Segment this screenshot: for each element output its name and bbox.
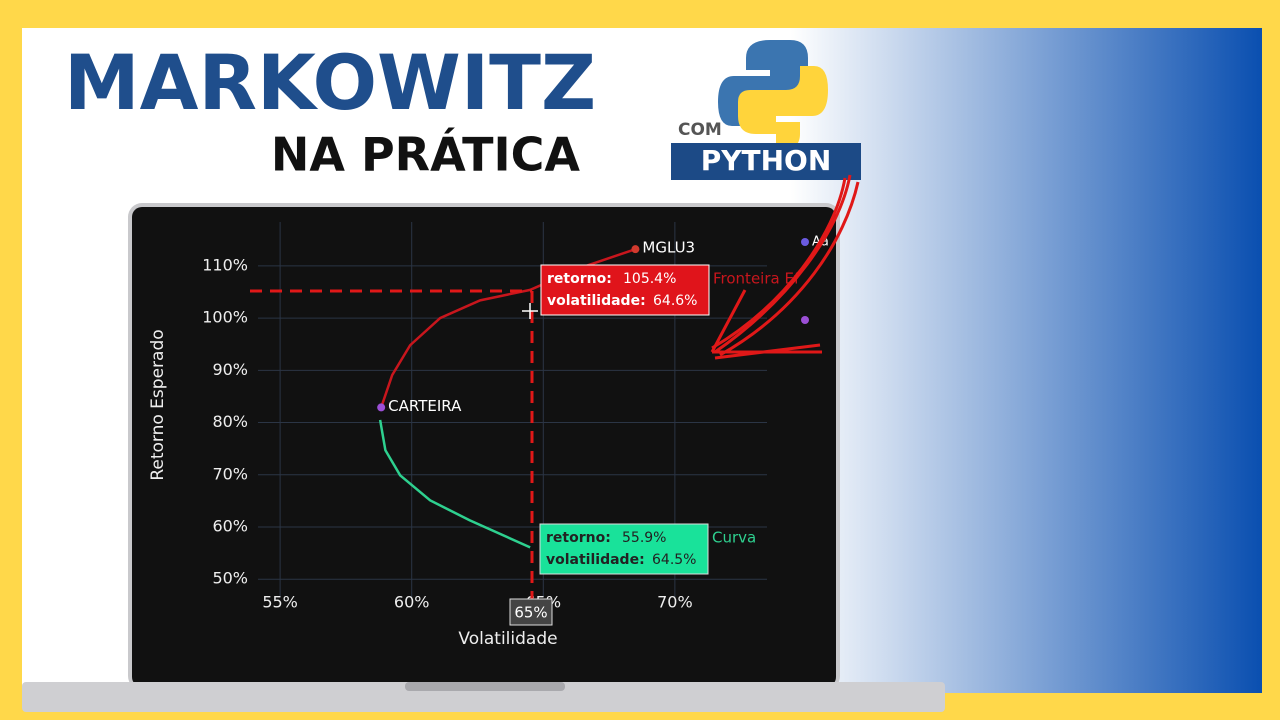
hover-key: retorno: [547,271,612,287]
point [377,403,386,412]
point-label: MGLU3 [642,239,695,257]
laptop-notch [405,682,565,691]
laptop-screen [142,218,828,666]
hover-x-box [509,598,553,626]
series-label: Fronteira Ef [713,270,800,288]
point-label: CARTEIRA [388,397,462,415]
series-line [378,419,531,549]
chart: 50% 60% 70% 80% 90% 100% 110% 55% 60% 65% 70% Volat… [148,222,829,649]
hover-value: 64.6% [653,293,697,309]
y-tick-label: 50% [212,569,248,588]
x-tick-label: 55% [262,593,298,612]
python-logo [718,40,828,152]
y-tick-label: 80% [212,412,248,431]
x-axis-title: Volatilidade [458,629,557,649]
x-tick-label: 70% [657,593,693,612]
arrow-stroke [719,181,860,357]
legend-marker [801,316,809,324]
point [631,245,640,254]
with-label: COM [678,120,722,140]
series-label: Curva [712,529,756,547]
y-tick-label: 60% [212,517,248,536]
hover-x-label: 65% [514,604,547,622]
logo-yellow [738,66,828,152]
hover-value: 105.4% [623,271,676,287]
hover-value: 64.5% [652,552,696,568]
legend-marker [801,238,809,246]
arrow-stroke [714,174,852,354]
y-tick-label: 70% [212,464,248,483]
hover-key: volatilidade: [547,293,646,309]
arrow-stroke [711,177,847,350]
y-tick-label: 100% [202,308,248,327]
python-badge [671,143,861,180]
hover-box [540,264,710,316]
cursor [522,303,538,319]
red-arrow [710,174,860,360]
y-axis-title: Retorno Esperado [148,329,168,480]
y-tick-label: 90% [212,360,248,379]
hover-key: retorno: [546,530,611,546]
laptop-base [22,682,945,712]
y-tick-label: 110% [202,255,248,274]
title: MARKOWITZ [64,38,596,127]
hover-box [539,523,709,575]
arrow-head [710,289,822,360]
python-label: PYTHON [701,144,832,177]
subtitle: NA PRÁTICA [271,128,581,182]
x-tick-label: 60% [394,593,430,612]
hover-key: volatilidade: [546,552,645,568]
hover-value: 55.9% [622,530,666,546]
